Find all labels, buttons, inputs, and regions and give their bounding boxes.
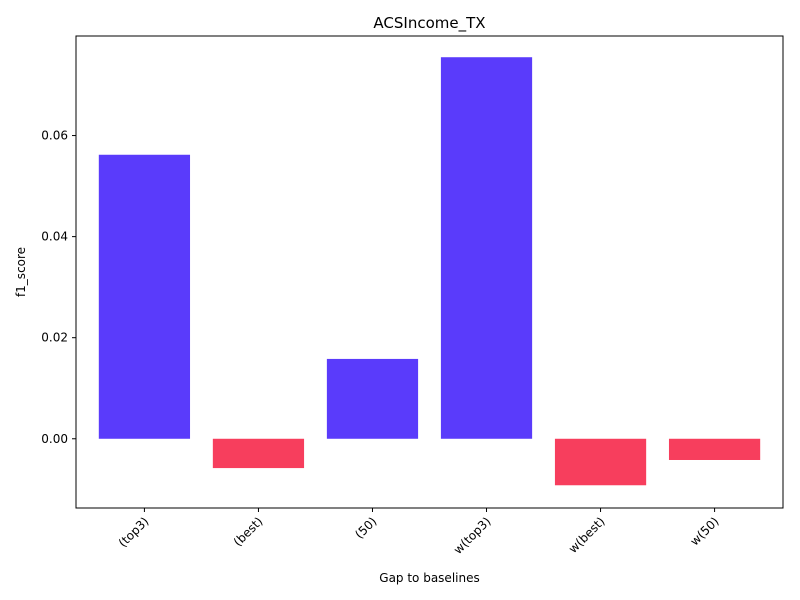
bar-w(top3) bbox=[440, 57, 533, 439]
y-tick-label: 0.02 bbox=[41, 331, 68, 345]
x-tick-label: w(top3) bbox=[451, 514, 494, 557]
x-axis-ticks: (top3) (best) (50) w(top3) w(best) w(50) bbox=[116, 508, 722, 557]
x-tick-label: (best) bbox=[231, 514, 266, 549]
x-tick-label: (top3) bbox=[116, 514, 152, 550]
y-tick-label: 0.00 bbox=[41, 432, 68, 446]
plot-frame bbox=[75, 35, 784, 509]
bar-(50) bbox=[326, 358, 419, 439]
y-axis-ticks: 0.00 0.02 0.04 0.06 bbox=[41, 129, 76, 446]
bar-(best) bbox=[212, 438, 305, 469]
bar-w(50) bbox=[668, 438, 761, 460]
y-tick-label: 0.04 bbox=[41, 230, 68, 244]
y-axis-label: f1_score bbox=[14, 247, 28, 297]
bar-w(best) bbox=[554, 438, 647, 486]
bars-group bbox=[98, 57, 761, 486]
x-axis-label: Gap to baselines bbox=[379, 571, 479, 585]
x-tick-label: w(50) bbox=[687, 514, 721, 548]
chart-title: ACSIncome_TX bbox=[373, 14, 485, 33]
y-tick-label: 0.06 bbox=[41, 129, 68, 143]
x-tick-label: w(best) bbox=[566, 514, 608, 556]
bar-(top3) bbox=[98, 154, 191, 439]
x-tick-label: (50) bbox=[352, 514, 379, 541]
